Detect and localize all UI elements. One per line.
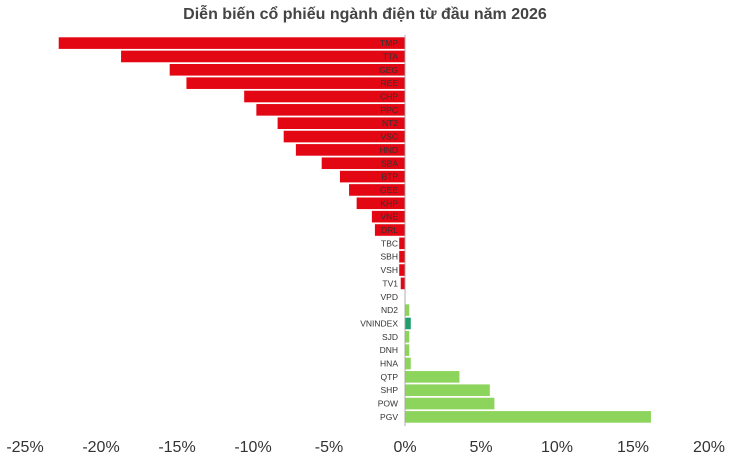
- x-tick-label: -5%: [315, 439, 343, 456]
- category-label-drl: DRL: [381, 225, 398, 235]
- category-label-vnindex: VNINDEX: [360, 318, 398, 328]
- bar-geg: [169, 63, 406, 77]
- x-tick-label: -10%: [234, 439, 271, 456]
- category-label-ree: REE: [381, 78, 399, 88]
- bar-tta: [120, 50, 406, 63]
- category-label-chp: CHP: [380, 92, 398, 102]
- bar-nd2: [404, 303, 410, 317]
- category-labels: TMP TTA GEG REE CHP PPC NT2 VSC HND SBA BTP GEE KHP V…: [360, 38, 398, 422]
- bar-tbc: [398, 236, 406, 250]
- category-label-tv1: TV1: [382, 278, 398, 288]
- category-label-btp: BTP: [381, 172, 398, 182]
- x-tick-label: -25%: [6, 439, 43, 456]
- category-label-hna: HNA: [380, 359, 398, 369]
- category-label-sba: SBA: [381, 158, 398, 168]
- x-tick-label: 0%: [393, 439, 416, 456]
- category-label-vsh: VSH: [381, 265, 398, 275]
- x-tick-label: -20%: [82, 439, 119, 456]
- category-label-gee: GEE: [380, 185, 398, 195]
- category-label-qtp: QTP: [381, 372, 399, 382]
- bar-tmp: [58, 36, 406, 50]
- category-label-sjd: SJD: [382, 332, 398, 342]
- category-label-hnd: HND: [380, 145, 398, 155]
- category-label-tbc: TBC: [381, 238, 398, 248]
- category-label-tmp: TMP: [380, 38, 398, 48]
- category-label-geg: GEG: [379, 65, 398, 75]
- bar-dnh: [404, 343, 410, 357]
- bar-hna: [404, 357, 412, 370]
- bar-vnindex: [404, 317, 412, 330]
- chart-title: Diễn biến cổ phiếu ngành điện từ đầu năm…: [183, 6, 547, 23]
- x-tick-label: 5%: [469, 439, 492, 456]
- category-label-dnh: DNH: [380, 345, 398, 355]
- x-axis-ticks: -25% -20% -15% -10% -5% 0% 5% 10% 15% 20%: [6, 439, 725, 456]
- category-label-nd2: ND2: [381, 305, 398, 315]
- bar-shp: [404, 383, 491, 397]
- category-label-pow: POW: [378, 399, 398, 409]
- bar-pow: [404, 397, 495, 410]
- bar-tv1: [400, 276, 406, 290]
- bars-layer: [58, 36, 652, 424]
- category-label-ppc: PPC: [381, 105, 398, 115]
- x-tick-label: 10%: [541, 439, 573, 456]
- category-label-nt2: NT2: [382, 118, 398, 128]
- category-label-shp: SHP: [381, 385, 399, 395]
- x-tick-label: 20%: [693, 439, 725, 456]
- bar-vsh: [398, 263, 406, 277]
- category-label-vne: VNE: [381, 212, 399, 222]
- category-label-vsc: VSC: [381, 132, 398, 142]
- category-label-khp: KHP: [381, 198, 399, 208]
- bar-sjd: [404, 330, 410, 344]
- category-label-vpd: VPD: [381, 292, 398, 302]
- x-tick-label: -15%: [158, 439, 195, 456]
- bar-sbh: [398, 250, 406, 264]
- bar-ree: [185, 76, 406, 90]
- category-label-tta: TTA: [383, 51, 399, 61]
- bar-qtp: [404, 370, 461, 384]
- category-label-sbh: SBH: [381, 252, 398, 262]
- category-label-pgv: PGV: [380, 412, 398, 422]
- bar-pgv: [404, 410, 652, 424]
- x-tick-label: 15%: [617, 439, 649, 456]
